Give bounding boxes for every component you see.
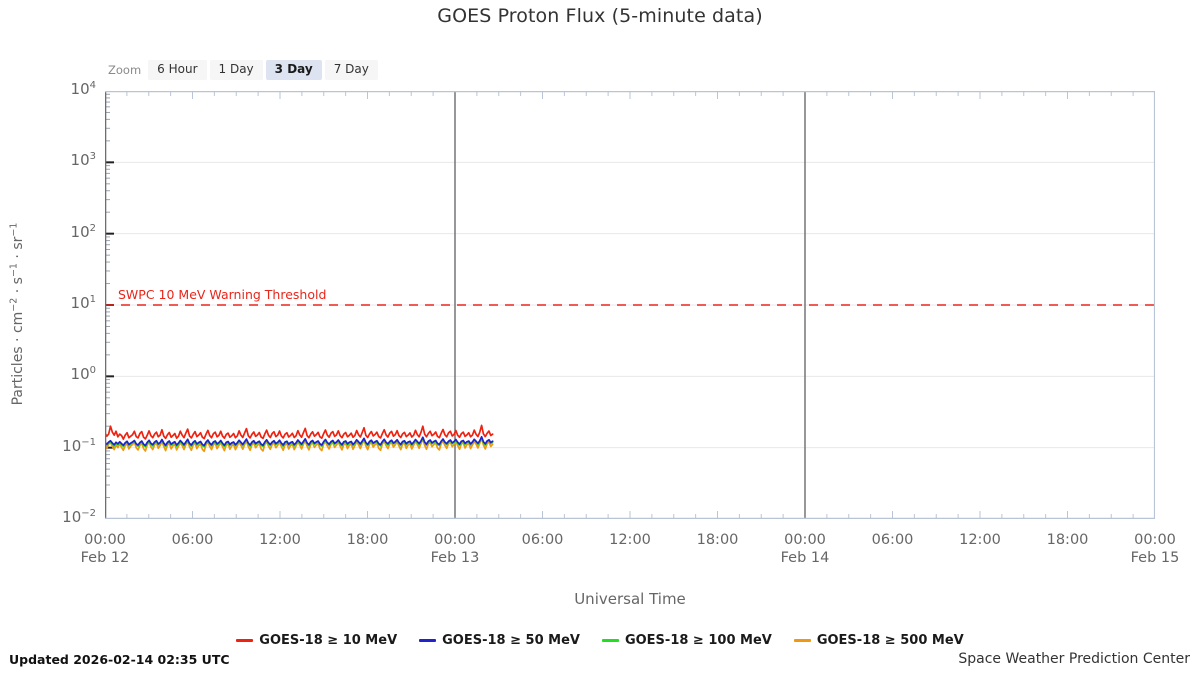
x-axis-tick-label: 06:00 <box>522 532 564 548</box>
x-tick-time: 00:00 <box>84 532 126 548</box>
x-axis-tick-label: 00:00 Feb 12 <box>81 532 130 566</box>
zoom-button-6-hour[interactable]: 6 Hour <box>148 60 207 80</box>
y-axis-tick-label: 102 <box>70 222 96 241</box>
plot-frame <box>105 91 1155 519</box>
x-axis-tick-label: 06:00 <box>172 532 214 548</box>
x-tick-time: 06:00 <box>871 532 914 548</box>
x-tick-day: Feb 15 <box>1130 550 1180 566</box>
x-tick-time: 00:00 <box>1134 532 1176 548</box>
x-axis-title: Universal Time <box>574 590 686 608</box>
x-axis-tick-label: 12:00 <box>609 532 651 548</box>
chart-svg <box>105 91 1155 519</box>
x-axis-tick-label: 18:00 <box>697 532 739 548</box>
legend-item-100-mev[interactable]: GOES-18 ≥ 100 MeV <box>601 633 772 648</box>
gridlines <box>105 161 1155 449</box>
x-tick-time: 18:00 <box>1046 532 1089 548</box>
day-divider-lines <box>454 91 806 519</box>
y-axis-tick-label: 103 <box>70 151 96 170</box>
y-axis-title: Particles · cm−2 · s−1 · sr−1 <box>6 176 30 406</box>
x-tick-time: 18:00 <box>696 532 739 548</box>
x-axis-tick-label: 00:00 Feb 13 <box>431 532 480 566</box>
x-tick-day: Feb 12 <box>80 550 130 566</box>
y-axis-tick-label: 100 <box>70 365 96 384</box>
zoom-button-3-day[interactable]: 3 Day <box>265 60 322 80</box>
x-tick-time: 06:00 <box>521 532 564 548</box>
y-axis-tick-label: 10−2 <box>62 508 96 526</box>
page-title: GOES Proton Flux (5-minute data) <box>437 5 763 27</box>
y-axis-tick-label: 104 <box>70 80 96 98</box>
x-axis-tick-label: 00:00 Feb 15 <box>1131 532 1180 566</box>
x-axis-tick-label: 18:00 <box>1047 532 1089 548</box>
legend-item-50-mev[interactable]: GOES-18 ≥ 50 MeV <box>419 633 580 648</box>
x-axis-tick-label: 06:00 <box>872 532 914 548</box>
x-axis-tick-label: 00:00 Feb 14 <box>781 532 830 566</box>
zoom-range-controls: Zoom 6 Hour 1 Day 3 Day 7 Day <box>108 59 381 81</box>
x-axis-tick-label: 12:00 <box>259 532 301 548</box>
legend-item-500-mev[interactable]: GOES-18 ≥ 500 MeV <box>793 633 964 648</box>
y-axis-tick-label: 101 <box>70 294 96 312</box>
y-axis-title-text: Particles · cm−2 · s−1 · sr−1 <box>8 222 26 406</box>
chart-plot-area[interactable] <box>105 91 1155 519</box>
legend-label-100-mev: GOES-18 ≥ 100 MeV <box>624 633 772 648</box>
x-tick-time: 00:00 <box>434 532 476 548</box>
threshold-annotation-label: SWPC 10 MeV Warning Threshold <box>118 287 327 302</box>
legend-label-500-mev: GOES-18 ≥ 500 MeV <box>816 633 964 648</box>
legend-swatch-500-mev <box>793 639 811 642</box>
x-tick-time: 12:00 <box>959 532 1001 548</box>
x-tick-time: 12:00 <box>259 532 301 548</box>
data-series-group <box>105 424 494 453</box>
zoom-button-1-day[interactable]: 1 Day <box>209 60 263 80</box>
x-tick-day: Feb 13 <box>430 550 480 566</box>
legend-label-10-mev: GOES-18 ≥ 10 MeV <box>259 633 398 648</box>
x-axis-tick-label: 12:00 <box>959 532 1001 548</box>
legend-item-10-mev[interactable]: GOES-18 ≥ 10 MeV <box>236 633 397 648</box>
x-axis-tick-label: 18:00 <box>347 532 389 548</box>
x-tick-time: 06:00 <box>171 532 214 548</box>
x-tick-time: 00:00 <box>784 532 826 548</box>
zoom-button-7-day[interactable]: 7 Day <box>324 60 378 80</box>
legend-swatch-50-mev <box>419 639 437 642</box>
x-tick-time: 12:00 <box>609 532 651 548</box>
legend-label-50-mev: GOES-18 ≥ 50 MeV <box>442 633 580 648</box>
y-axis-tick-label: 10−1 <box>62 436 96 455</box>
zoom-label: Zoom <box>108 63 142 77</box>
source-attribution: Space Weather Prediction Center <box>958 651 1190 667</box>
chart-legend: GOES-18 ≥ 10 MeV GOES-18 ≥ 50 MeV GOES-1… <box>0 633 1200 648</box>
x-tick-time: 18:00 <box>346 532 389 548</box>
updated-timestamp: Updated 2026-02-14 02:35 UTC <box>9 652 230 667</box>
x-tick-day: Feb 14 <box>780 550 830 566</box>
legend-swatch-10-mev <box>236 639 254 642</box>
legend-swatch-100-mev <box>601 639 619 642</box>
